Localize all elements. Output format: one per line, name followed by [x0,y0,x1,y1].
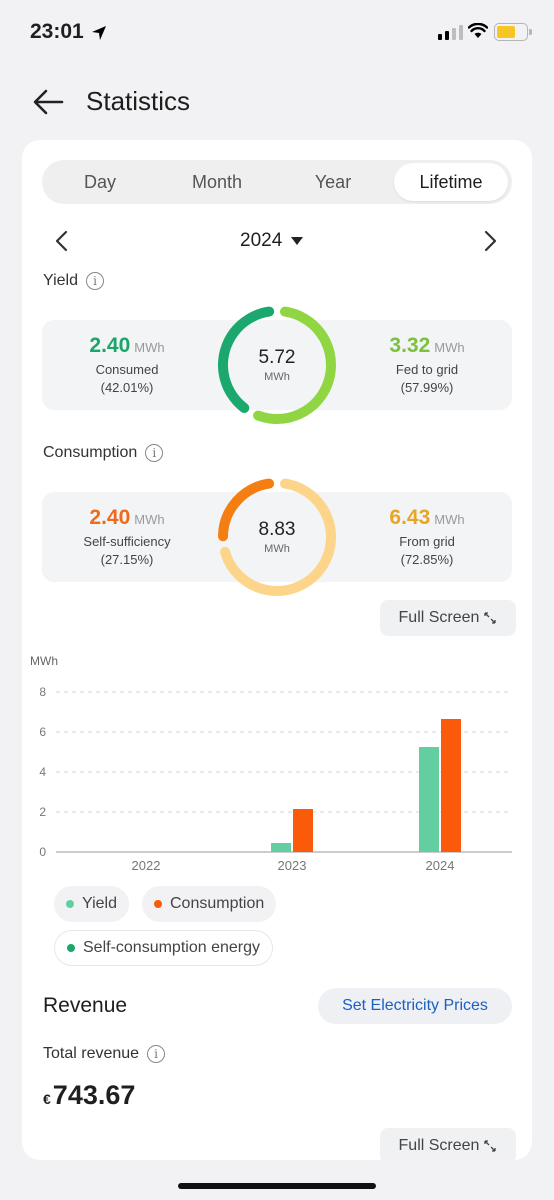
consumption-donut: 8.83 MWh [215,475,339,599]
self-sufficiency-stat: 2.40 MWh Self-sufficiency (27.15%) [52,506,202,567]
info-icon[interactable]: i [145,444,164,462]
caret-down-icon [291,237,304,245]
x-tick-label: 2024 [426,858,455,873]
revenue-title: Revenue [43,994,128,1017]
x-tick-label: 2023 [278,858,307,873]
yield-donut: 5.72 MWh [215,303,339,427]
yield-summary: 2.40 MWh Consumed (42.01%) 3.32 MWh Fed to… [42,320,512,410]
statistics-card: Day Month Year Lifetime 2024 Yield i 2.4… [22,140,532,1160]
consumed-unit: MWh [134,340,165,355]
chevron-left-icon[interactable] [54,230,70,252]
donut-consumed-arc [218,306,336,424]
chart-y-unit: MWh [30,654,58,668]
y-tick-label: 2 [39,805,46,819]
tab-month[interactable]: Month [191,171,243,192]
donut-fed-arc [218,306,336,424]
full-screen-label: Full Screen [398,609,480,626]
consumed-pct: (42.01%) [100,380,154,395]
bar-yield-2024[interactable] [419,747,439,852]
expand-icon [484,612,497,624]
self-name: Self-sufficiency [83,534,171,549]
total-revenue-label: Total revenue i [43,1045,166,1063]
wifi-icon [468,23,488,38]
legend-dot-self-consumption [67,944,75,952]
y-tick-label: 0 [39,845,46,859]
yield-total-value: 5.72 [258,347,296,368]
legend-self-consumption[interactable]: Self-consumption energy [54,930,273,966]
tab-year[interactable]: Year [314,171,352,192]
yield-label: Yield [43,272,78,289]
total-revenue-amount: € 743.67 [43,1080,135,1111]
fed-value: 3.32 [389,334,431,357]
self-pct: (27.15%) [100,552,154,567]
nav-bar: Statistics [0,80,554,124]
location-arrow-icon [92,26,106,40]
year-dropdown[interactable]: 2024 [240,230,304,252]
self-value: 2.40 [89,506,131,529]
tab-day[interactable]: Day [83,171,116,192]
set-electricity-prices-button[interactable]: Set Electricity Prices [318,988,512,1024]
fed-pct: (57.99%) [400,380,454,395]
consumed-stat: 2.40 MWh Consumed (42.01%) [52,334,202,395]
battery-icon [494,23,532,41]
consumed-value: 2.40 [89,334,131,357]
fed-name: Fed to grid [395,362,459,377]
full-screen-button-revenue[interactable]: Full Screen [380,1128,516,1160]
bar-consumption-2023[interactable] [293,809,313,852]
y-tick-label: 6 [39,725,46,739]
legend-consumption[interactable]: Consumption [142,886,277,922]
status-time: 23:01 [30,20,84,43]
grid-name: From grid [399,534,455,549]
chevron-right-icon[interactable] [482,230,498,252]
bar-chart: 0 2 4 6 8 2022 2023 2024 [39,685,512,873]
legend-consumption-label: Consumption [170,895,265,912]
currency-symbol: € [43,1091,51,1107]
consumption-donut-chart [218,478,336,596]
yield-donut-chart [218,306,336,424]
y-tick-label: 4 [39,765,46,779]
page-title: Statistics [86,86,191,116]
consumption-label: Consumption [43,444,138,461]
donut-self-arc [218,478,336,596]
consumption-section-label: Consumption i [43,444,164,462]
legend-yield-label: Yield [82,895,117,912]
home-indicator [178,1183,376,1189]
legend-self-consumption-label: Self-consumption energy [83,939,260,956]
total-revenue-text: Total revenue [43,1045,140,1062]
period-tabs: Day Month Year Lifetime [42,160,512,204]
y-tick-label: 8 [39,685,46,699]
grid-pct: (72.85%) [400,552,454,567]
consumption-total-value: 8.83 [258,519,296,540]
legend-dot-consumption [154,900,162,908]
from-grid-stat: 6.43 MWh From grid (72.85%) [352,506,502,567]
consumed-name: Consumed [95,362,159,377]
self-unit: MWh [134,512,165,527]
status-bar: 23:01 [0,0,554,66]
full-screen-button[interactable]: Full Screen [380,600,516,636]
grid-unit: MWh [434,512,465,527]
legend-yield[interactable]: Yield [54,886,129,922]
fed-unit: MWh [434,340,465,355]
bar-consumption-2024[interactable] [441,719,461,852]
info-icon[interactable]: i [147,1045,166,1063]
back-arrow-icon[interactable] [30,86,66,118]
period-selector: 2024 [22,224,532,258]
cellular-signal-icon [438,25,463,40]
full-screen-label: Full Screen [398,1137,480,1154]
fed-to-grid-stat: 3.32 MWh Fed to grid (57.99%) [352,334,502,395]
legend-dot-yield [66,900,74,908]
bar-yield-2023[interactable] [271,843,291,852]
info-icon[interactable]: i [85,272,104,290]
expand-icon [484,1140,497,1152]
yield-section-label: Yield i [43,272,104,290]
yield-total-unit: MWh [264,371,290,383]
year-value: 2024 [240,230,283,251]
revenue-value: 743.67 [52,1080,136,1110]
consumption-total-unit: MWh [264,543,290,555]
tab-lifetime[interactable]: Lifetime [394,163,508,201]
grid-value: 6.43 [389,506,431,529]
donut-grid-arc [218,478,336,596]
consumption-summary: 2.40 MWh Self-sufficiency (27.15%) 6.43 MW… [42,492,512,582]
x-tick-label: 2022 [132,858,161,873]
